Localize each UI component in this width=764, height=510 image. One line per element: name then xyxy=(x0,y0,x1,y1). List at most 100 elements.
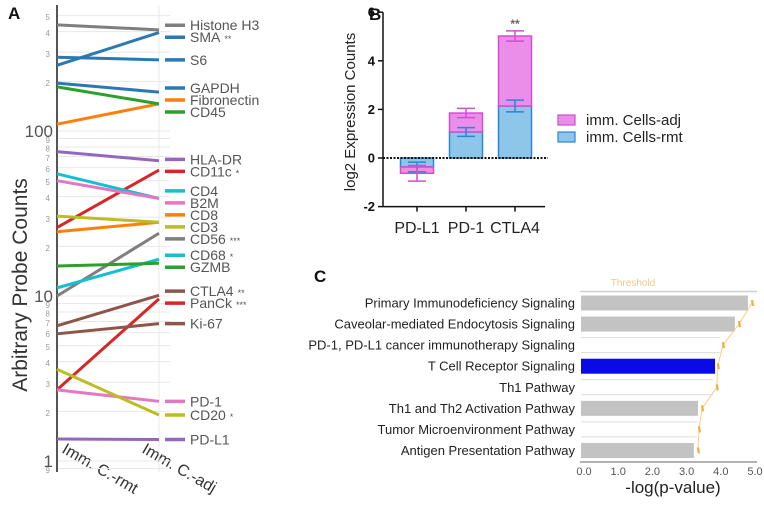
y-tick-label: 4 xyxy=(368,53,376,68)
y-tick-label: 3 xyxy=(46,380,51,389)
significance-marker: *** xyxy=(230,236,241,246)
pathway-bar xyxy=(581,316,735,332)
series-name: Histone H3 xyxy=(190,17,259,33)
series-label: CD11c * xyxy=(190,163,240,179)
series-label: B2M xyxy=(190,195,219,211)
threshold-point xyxy=(716,363,720,370)
series-name: CTLA4 xyxy=(190,283,234,299)
significance-marker: *** xyxy=(236,300,247,310)
pathway-bar xyxy=(581,295,748,311)
series-line-ki-67 xyxy=(56,322,160,336)
series-name: CD11c xyxy=(190,163,232,179)
series-line-cd3 xyxy=(56,214,160,224)
series-label: PD-1 xyxy=(190,393,222,409)
series-line-sma xyxy=(56,31,160,67)
series-name: CD68 xyxy=(190,247,226,263)
x-tick-label: PD-L1 xyxy=(394,220,439,237)
series-label: PD-L1 xyxy=(190,431,230,447)
series-line-cd20 xyxy=(56,367,160,417)
series-label: CD8 xyxy=(190,207,218,223)
threshold-point xyxy=(750,299,755,307)
threshold-point xyxy=(696,447,701,454)
pathway-bar xyxy=(581,379,714,395)
series-line-b2m xyxy=(56,179,160,200)
legend-label: imm. Cells-adj xyxy=(586,112,681,129)
threshold-label: Threshold xyxy=(611,278,655,289)
series-name: CD8 xyxy=(190,207,218,223)
bar-imm-cells-adj xyxy=(497,35,533,107)
panel-b-stacked-bar-chart: log2 Expression Counts 6 4 2 0 -2 PD-L1 PD-1 CT… xyxy=(342,5,683,237)
y-tick-label: 8 xyxy=(46,144,51,153)
legend-swatch xyxy=(557,131,576,143)
y-tick-label: -2 xyxy=(363,199,375,214)
y-tick-label: 5 xyxy=(46,343,51,352)
series-label: CD68 * xyxy=(190,247,234,263)
threshold-point xyxy=(715,384,719,391)
series-label: Ki-67 xyxy=(190,316,223,332)
series-name: PD-L1 xyxy=(190,431,230,447)
y-tick-label: 2 xyxy=(368,102,375,117)
series-name: Ki-67 xyxy=(190,316,223,332)
series-name: S6 xyxy=(190,52,207,68)
series-line-fibronectin xyxy=(56,102,160,126)
panel-label-b: B xyxy=(369,5,381,24)
significance-marker: ** xyxy=(238,288,246,298)
series-name: CD3 xyxy=(190,219,218,235)
y-tick-label: 9 xyxy=(46,136,51,145)
pathway-bar xyxy=(581,400,698,416)
category-label: Antigen Presentation Pathway xyxy=(401,443,576,458)
pathway-bar xyxy=(581,421,697,437)
pathway-bar xyxy=(581,358,716,374)
series-label: PanCk *** xyxy=(190,295,247,311)
panel-a-series-lines xyxy=(56,23,160,441)
panel-c-x-axis-title: -log(p-value) xyxy=(625,478,720,497)
series-label: GZMB xyxy=(190,259,230,275)
y-tick-label: 4 xyxy=(46,29,51,38)
threshold-point xyxy=(737,320,742,328)
y-tick-label: 3 xyxy=(46,215,51,224)
series-label: CD4 xyxy=(190,183,218,199)
y-tick-label: 100 xyxy=(25,122,53,141)
series-name: CD45 xyxy=(190,104,226,120)
series-label: CTLA4 ** xyxy=(190,283,245,299)
series-label: SMA ** xyxy=(190,29,232,45)
pathway-bar xyxy=(581,442,694,458)
significance-marker: * xyxy=(230,252,234,262)
y-tick-label: 4 xyxy=(46,359,51,368)
series-name: PanCk xyxy=(190,295,233,311)
series-name: CD20 xyxy=(190,407,226,423)
series-label: HLA-DR xyxy=(190,151,242,167)
y-tick-label: 9 xyxy=(46,301,51,310)
panel-c-pathway-bar-chart: -log(p-value) Threshold Primary Immunode… xyxy=(308,278,762,497)
y-tick-label: 7 xyxy=(46,154,51,163)
panel-label-c: C xyxy=(314,267,326,286)
series-line-cd45 xyxy=(56,85,160,106)
y-tick-label: 2 xyxy=(46,79,51,88)
y-tick-label: 8 xyxy=(46,309,51,318)
y-tick-label: 0 xyxy=(368,151,375,166)
x-tick-label: 2.0 xyxy=(645,466,660,478)
y-tick-label: 2 xyxy=(46,244,51,253)
category-label: Th1 Pathway xyxy=(499,380,575,395)
series-line-histone-h3 xyxy=(56,23,160,32)
threshold-line xyxy=(697,302,753,451)
x-tick-label: 4.0 xyxy=(713,466,728,478)
pathway-bar xyxy=(581,337,720,353)
x-tick-label: 0.0 xyxy=(576,466,591,478)
bar-imm-cells-rmt xyxy=(497,105,533,159)
significance-marker: * xyxy=(230,412,234,422)
series-line-gzmb xyxy=(56,261,160,268)
panel-b-y-axis-title: log2 Expression Counts xyxy=(342,33,359,191)
series-label: CD56 *** xyxy=(190,231,241,247)
y-tick-label: 10 xyxy=(34,287,53,306)
series-name: GZMB xyxy=(190,259,230,275)
series-line-cd8 xyxy=(56,220,160,234)
y-tick-label: 5 xyxy=(46,13,51,22)
panel-label-a: A xyxy=(8,4,20,23)
category-label: Tumor Microenvironment Pathway xyxy=(378,422,576,437)
series-line-pd-l1 xyxy=(56,437,160,441)
series-line-hla-dr xyxy=(56,150,160,163)
x-tick-label: 5.0 xyxy=(747,466,762,478)
series-line-s6 xyxy=(56,55,160,62)
